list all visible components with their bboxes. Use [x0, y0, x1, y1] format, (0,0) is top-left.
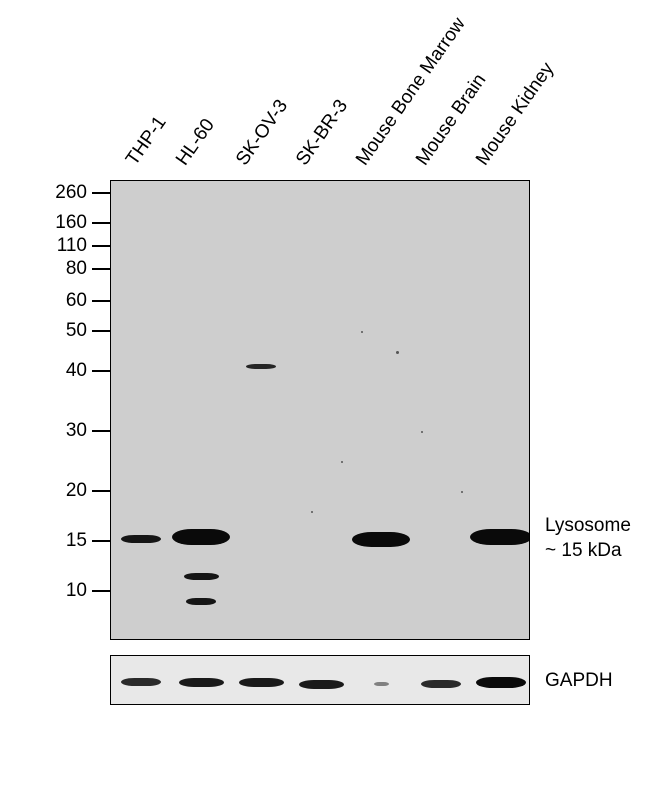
gapdh-band: [239, 678, 284, 687]
mw-label: 40: [66, 360, 110, 382]
gapdh-band: [374, 682, 389, 686]
mw-tick: [92, 330, 110, 332]
mw-value: 50: [66, 320, 87, 342]
mw-tick: [92, 192, 110, 194]
mw-label: 160: [55, 212, 110, 234]
gapdh-band: [476, 677, 526, 688]
main-blot-panel: [110, 180, 530, 640]
right-label: Lysosome: [545, 515, 631, 537]
lane-label: Mouse Kidney: [472, 59, 559, 170]
mw-label: 30: [66, 420, 110, 442]
mw-tick: [92, 490, 110, 492]
mw-value: 30: [66, 420, 87, 442]
gapdh-band: [179, 678, 224, 687]
lane-label: SK-BR-3: [292, 96, 353, 170]
blot-speck: [421, 431, 423, 433]
lane-label: THP-1: [122, 112, 172, 170]
mw-label: 80: [66, 258, 110, 280]
protein-band: [470, 529, 530, 545]
lane-label: SK-OV-3: [232, 96, 293, 170]
mw-value: 10: [66, 580, 87, 602]
mw-tick: [92, 268, 110, 270]
gapdh-band: [421, 680, 461, 688]
mw-tick: [92, 222, 110, 224]
blot-speck: [341, 461, 343, 463]
protein-band: [184, 573, 219, 580]
blot-speck: [461, 491, 463, 493]
mw-tick: [92, 540, 110, 542]
mw-tick: [92, 370, 110, 372]
lane-label: HL-60: [172, 115, 220, 170]
protein-band: [172, 529, 230, 545]
mw-value: 160: [55, 212, 87, 234]
western-blot-figure: THP-1HL-60SK-OV-3SK-BR-3Mouse Bone Marro…: [30, 30, 620, 760]
mw-value: 110: [57, 235, 87, 257]
protein-band: [121, 535, 161, 543]
gapdh-band: [299, 680, 344, 689]
mw-tick: [92, 245, 110, 247]
mw-tick: [92, 590, 110, 592]
protein-band: [246, 364, 276, 369]
gapdh-band: [121, 678, 161, 686]
mw-tick: [92, 300, 110, 302]
mw-value: 260: [55, 182, 87, 204]
lane-label: Mouse Bone Marrow: [352, 14, 471, 170]
mw-label: 50: [66, 320, 110, 342]
mw-value: 15: [66, 530, 87, 552]
mw-value: 60: [66, 290, 87, 312]
blot-speck: [311, 511, 313, 513]
right-label: GAPDH: [545, 670, 613, 692]
mw-label: 20: [66, 480, 110, 502]
protein-band: [186, 598, 216, 605]
blot-speck: [361, 331, 363, 333]
mw-value: 80: [66, 258, 87, 280]
mw-label: 15: [66, 530, 110, 552]
gapdh-blot-panel: [110, 655, 530, 705]
mw-value: 20: [66, 480, 87, 502]
lane-labels-container: THP-1HL-60SK-OV-3SK-BR-3Mouse Bone Marro…: [30, 30, 620, 180]
mw-value: 40: [66, 360, 87, 382]
mw-tick: [92, 430, 110, 432]
mw-label: 10: [66, 580, 110, 602]
mw-label: 60: [66, 290, 110, 312]
mw-label: 260: [55, 182, 110, 204]
mw-label: 110: [57, 235, 110, 257]
right-label: ~ 15 kDa: [545, 540, 622, 562]
protein-band: [352, 532, 410, 547]
blot-speck: [396, 351, 399, 354]
